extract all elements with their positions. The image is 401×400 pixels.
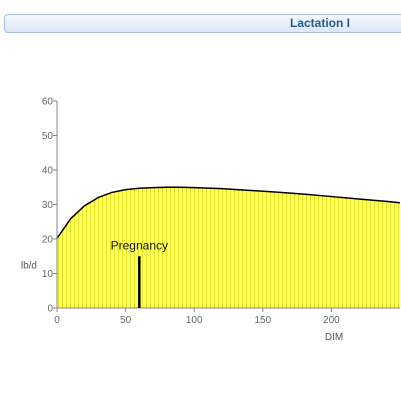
series-line xyxy=(56,186,401,239)
y-tick-label: 60 xyxy=(42,97,54,108)
chart-title: Lactation I xyxy=(290,16,351,30)
x-tick-label: 50 xyxy=(120,315,132,326)
x-tick-label: 0 xyxy=(54,315,60,326)
y-tick-label: 0 xyxy=(47,304,53,315)
y-tick-label: 40 xyxy=(42,166,54,177)
chart-header-bar: Lactation I xyxy=(4,14,401,33)
x-tick-label: 200 xyxy=(323,315,340,326)
y-tick-label: 10 xyxy=(42,269,54,280)
x-tick-label: 100 xyxy=(186,315,203,326)
x-axis-title: DIM xyxy=(325,332,343,343)
y-tick-label: 30 xyxy=(42,200,54,211)
y-axis-title: lb/d xyxy=(21,260,37,271)
x-tick-label: 150 xyxy=(254,315,271,326)
y-tick-label: 50 xyxy=(42,131,54,142)
pregnancy-label: Pregnancy xyxy=(111,238,168,252)
area-fill xyxy=(57,187,400,308)
y-tick-label: 20 xyxy=(42,235,54,246)
